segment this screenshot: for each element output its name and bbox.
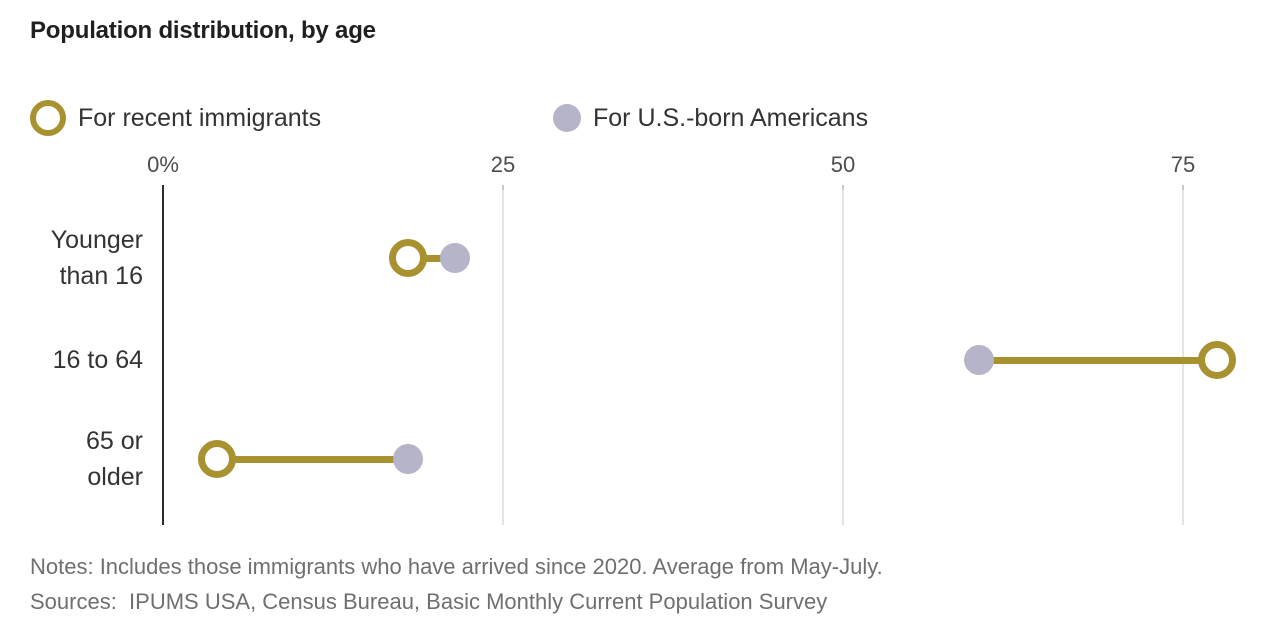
category-label: 65 or older (86, 427, 143, 491)
y-axis-line (162, 185, 164, 525)
vertical-gridline (502, 190, 504, 525)
category-label: 16 to 64 (52, 346, 143, 374)
chart-title: Population distribution, by age (30, 17, 376, 44)
footnotes: Notes: Includes those immigrants who hav… (30, 549, 883, 619)
marker-recent-immigrants-circle (1198, 341, 1236, 379)
legend-label-recent-immigrants: For recent immigrants (78, 103, 322, 132)
connector-line (217, 455, 408, 463)
legend-label-us-born: For U.S.-born Americans (593, 103, 869, 132)
marker-us-born-dot (964, 345, 994, 375)
x-axis-tick-label: 75 (1170, 152, 1196, 177)
marker-recent-immigrants-circle (388, 239, 427, 277)
connector-line (979, 356, 1217, 364)
open-circle-legend-icon (30, 100, 66, 136)
connector-line (407, 254, 456, 262)
vertical-gridline (842, 190, 844, 525)
marker-us-born-dot (440, 243, 471, 273)
legend-item-recent-immigrants: For recent immigrants (30, 99, 321, 137)
category-label: Younger than 16 (50, 226, 143, 290)
filled-circle-legend-icon (553, 104, 581, 132)
x-axis-tick-label: 50 (830, 152, 856, 177)
marker-us-born-dot (392, 444, 423, 474)
sources-text: Sources: IPUMS USA, Census Bureau, Basic… (30, 589, 828, 614)
legend-item-us-born: For U.S.-born Americans (553, 99, 868, 137)
marker-recent-immigrants-circle (198, 440, 237, 478)
notes-text: Notes: Includes those immigrants who hav… (30, 554, 883, 579)
x-axis-tick-label: 0% (147, 152, 179, 177)
x-axis-tick-label: 25 (490, 152, 516, 177)
